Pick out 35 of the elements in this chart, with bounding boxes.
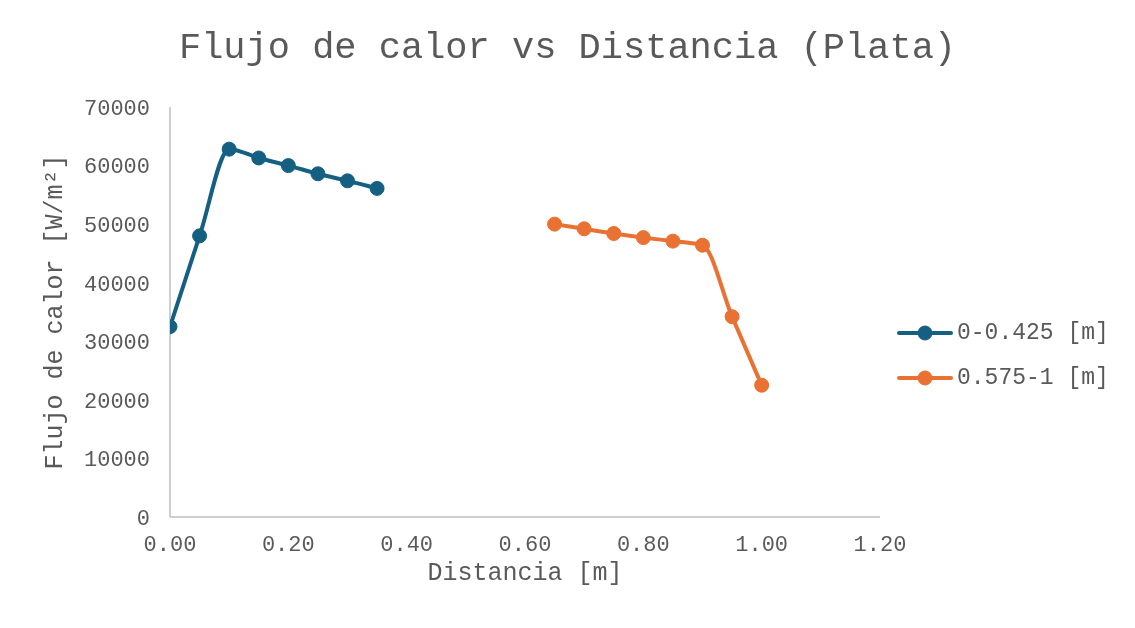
legend-label: 0.575-1 [m] xyxy=(957,364,1109,391)
y-tick-label: 20000 xyxy=(83,389,150,415)
point xyxy=(754,377,770,393)
y-tick-label: 40000 xyxy=(83,272,150,298)
x-tick-label: 0.00 xyxy=(143,532,197,558)
y-tick-label: 70000 xyxy=(83,96,150,122)
y-tick-label: 60000 xyxy=(83,155,150,181)
x-tick-label: 0.60 xyxy=(498,532,552,558)
y-tick-label: 30000 xyxy=(83,331,150,357)
point xyxy=(547,216,563,232)
point xyxy=(340,173,355,189)
point xyxy=(606,226,622,242)
point xyxy=(192,228,208,244)
y-tick-label: 0 xyxy=(136,506,150,532)
y-tick-label: 50000 xyxy=(83,213,150,239)
x-tick-label: 0.40 xyxy=(380,532,434,558)
point xyxy=(280,158,296,174)
x-axis-title: Distancia [m] xyxy=(427,559,623,588)
x-tick-label: 0.80 xyxy=(616,532,670,558)
point xyxy=(576,221,592,237)
chart-title: Flujo de calor vs Distancia (Plata) xyxy=(177,26,958,71)
point xyxy=(724,309,740,325)
legend-label: 0-0.425 [m] xyxy=(957,319,1109,346)
point xyxy=(635,230,651,246)
x-tick-label: 0.20 xyxy=(261,532,315,558)
point xyxy=(221,141,237,157)
point xyxy=(369,180,385,196)
point xyxy=(310,166,326,182)
x-tick-label: 1.20 xyxy=(853,532,907,558)
x-tick-label: 1.00 xyxy=(735,532,789,558)
point xyxy=(251,150,267,166)
point xyxy=(695,237,710,253)
y-axis-title: Flujo de calor [W/m²] xyxy=(40,154,70,470)
point xyxy=(665,233,681,249)
y-tick-label: 10000 xyxy=(83,448,150,474)
